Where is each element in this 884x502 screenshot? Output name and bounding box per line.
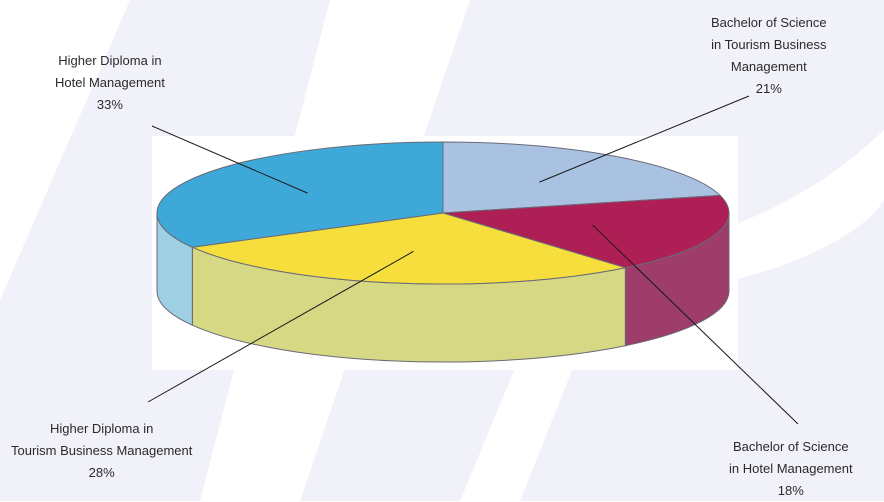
pie-slice-diploma-tourism [190,212,626,285]
slice-percent: 28% [88,465,115,480]
pie-slice-bachelor-hotel [442,194,730,269]
slice-label-bachelor-hotel: Bachelor of Science in Hotel Management … [729,436,853,502]
leader-line-diploma-tourism [147,250,414,403]
slice-label-bachelor-tourism: Bachelor of Science in Tourism Business … [711,12,827,100]
slice-percent: 18% [777,483,804,498]
leader-line-bachelor-tourism [539,95,750,183]
slice-percent: 21% [755,81,782,96]
pie-slice-bachelor-tourism [442,141,722,214]
pie-slice-diploma-hotel [156,141,444,248]
leader-line-diploma-hotel [151,125,308,194]
slice-label-diploma-hotel: Higher Diploma in Hotel Management 33% [55,50,165,116]
slice-percent: 33% [96,97,123,112]
leader-line-bachelor-hotel [592,224,799,425]
slice-label-diploma-tourism: Higher Diploma in Tourism Business Manag… [11,418,192,484]
